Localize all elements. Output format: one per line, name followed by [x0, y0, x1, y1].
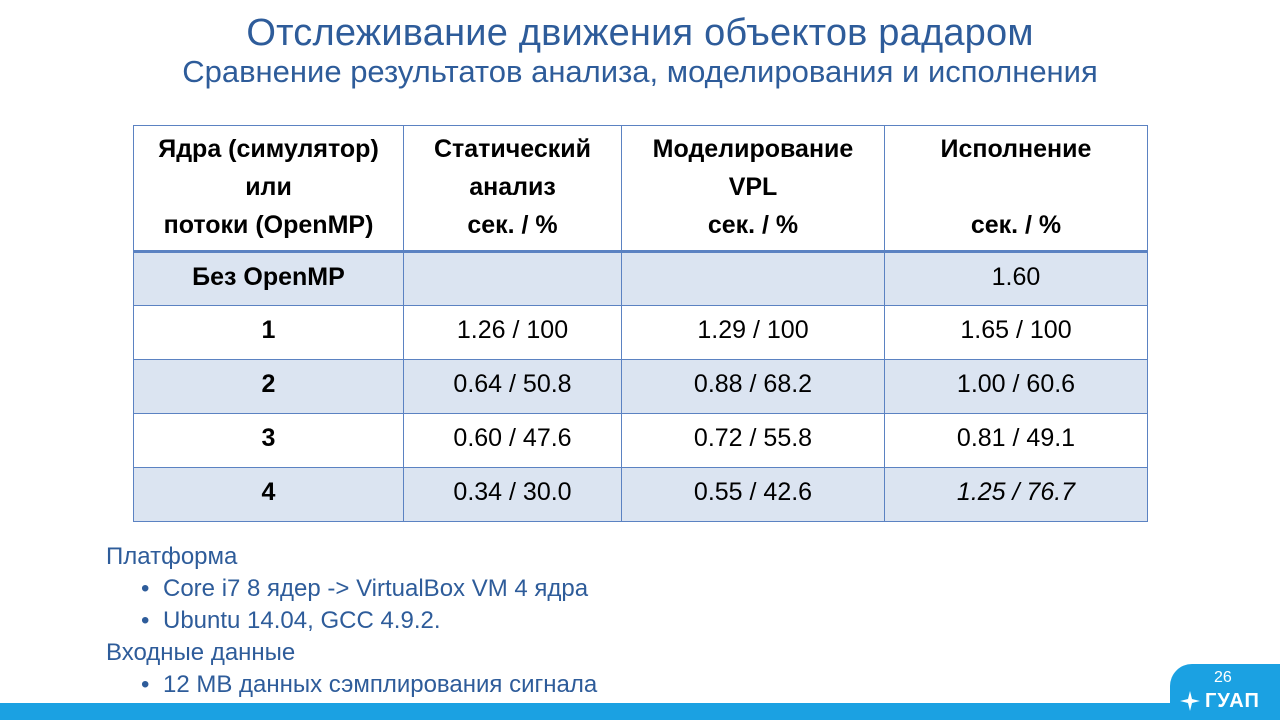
table-cell: 0.60 / 47.6	[403, 413, 622, 468]
bullet-icon: •	[141, 671, 150, 698]
table-cell: 0.64 / 50.8	[403, 359, 622, 414]
bullet-icon: •	[141, 607, 150, 634]
guap-logo: ГУАП	[1178, 688, 1276, 714]
list-item-text: Ubuntu 14.04, GCC 4.9.2.	[163, 607, 441, 634]
logo-text: ГУАП	[1205, 690, 1260, 712]
table-cell: 0.72 / 55.8	[621, 413, 885, 468]
input-data-label: Входные данные	[106, 639, 296, 666]
header-line: анализ	[469, 173, 556, 201]
list-item: • 12 MB данных сэмплирования сигнала	[141, 669, 597, 701]
header-line: Исполнение	[940, 135, 1092, 163]
page-number: 26	[1214, 669, 1232, 686]
table-cell: 1.65 / 100	[884, 305, 1148, 360]
slide-subtitle: Сравнение результатов анализа, моделиров…	[182, 54, 1098, 89]
bullet-icon: •	[141, 575, 150, 602]
list-item-text: Core i7 8 ядер -> VirtualBox VM 4 ядра	[163, 575, 589, 602]
table-cell: 1.60	[884, 251, 1148, 306]
table-row: 1 1.26 / 100 1.29 / 100 1.65 / 100	[133, 305, 1148, 360]
table-header-row: Ядра (симулятор) или потоки (OpenMP) Ста…	[133, 125, 1148, 253]
table-cell: 0.55 / 42.6	[621, 467, 885, 522]
table-row: 2 0.64 / 50.8 0.88 / 68.2 1.00 / 60.6	[133, 359, 1148, 414]
table-row: 4 0.34 / 30.0 0.55 / 42.6 1.25 / 76.7	[133, 467, 1148, 522]
table-cell: 0.88 / 68.2	[621, 359, 885, 414]
header-line: сек. / %	[467, 211, 558, 239]
table-cell: 1.00 / 60.6	[884, 359, 1148, 414]
slide-title: Отслеживание движения объектов радаром	[246, 12, 1034, 54]
row-label: Без OpenMP	[133, 251, 404, 306]
header-line: сек. / %	[970, 211, 1062, 239]
header-line: сек. / %	[707, 211, 799, 239]
table-cell: 1.29 / 100	[621, 305, 885, 360]
header-execution: Исполнение сек. / %	[884, 125, 1148, 253]
list-item: • Ubuntu 14.04, GCC 4.9.2.	[141, 605, 597, 637]
header-line: или	[245, 173, 292, 201]
table-cell	[403, 251, 622, 306]
table-cell	[621, 251, 885, 306]
list-item: • Core i7 8 ядер -> VirtualBox VM 4 ядра	[141, 573, 597, 605]
table-cell: 1.25 / 76.7	[884, 467, 1148, 522]
table-row: Без OpenMP 1.60	[133, 251, 1148, 306]
header-modeling: Моделирование VPL сек. / %	[621, 125, 885, 253]
notes-list: Платформа • Core i7 8 ядер -> VirtualBox …	[106, 541, 597, 701]
list-item-text: 12 MB данных сэмплирования сигнала	[163, 671, 598, 698]
platform-label: Платформа	[106, 543, 238, 570]
guap-star-icon	[1180, 691, 1200, 711]
row-label: 1	[133, 305, 404, 360]
table-cell: 0.81 / 49.1	[884, 413, 1148, 468]
row-label: 4	[133, 467, 404, 522]
table-cell: 1.26 / 100	[403, 305, 622, 360]
table-row: 3 0.60 / 47.6 0.72 / 55.8 0.81 / 49.1	[133, 413, 1148, 468]
header-line: Моделирование	[652, 135, 854, 163]
footer-tab	[1170, 664, 1280, 720]
header-cores: Ядра (симулятор) или потоки (OpenMP)	[133, 125, 404, 253]
footer-bar	[0, 703, 1280, 720]
row-label: 2	[133, 359, 404, 414]
row-label: 3	[133, 413, 404, 468]
header-line: Ядра (симулятор)	[158, 135, 379, 163]
results-table: Ядра (симулятор) или потоки (OpenMP) Ста…	[133, 125, 1148, 522]
header-line: потоки (OpenMP)	[163, 211, 374, 239]
header-line	[885, 168, 1147, 206]
header-static-analysis: Статический анализ сек. / %	[403, 125, 622, 253]
header-line: VPL	[728, 173, 778, 201]
table-cell: 0.34 / 30.0	[403, 467, 622, 522]
header-line: Статический	[433, 135, 592, 163]
